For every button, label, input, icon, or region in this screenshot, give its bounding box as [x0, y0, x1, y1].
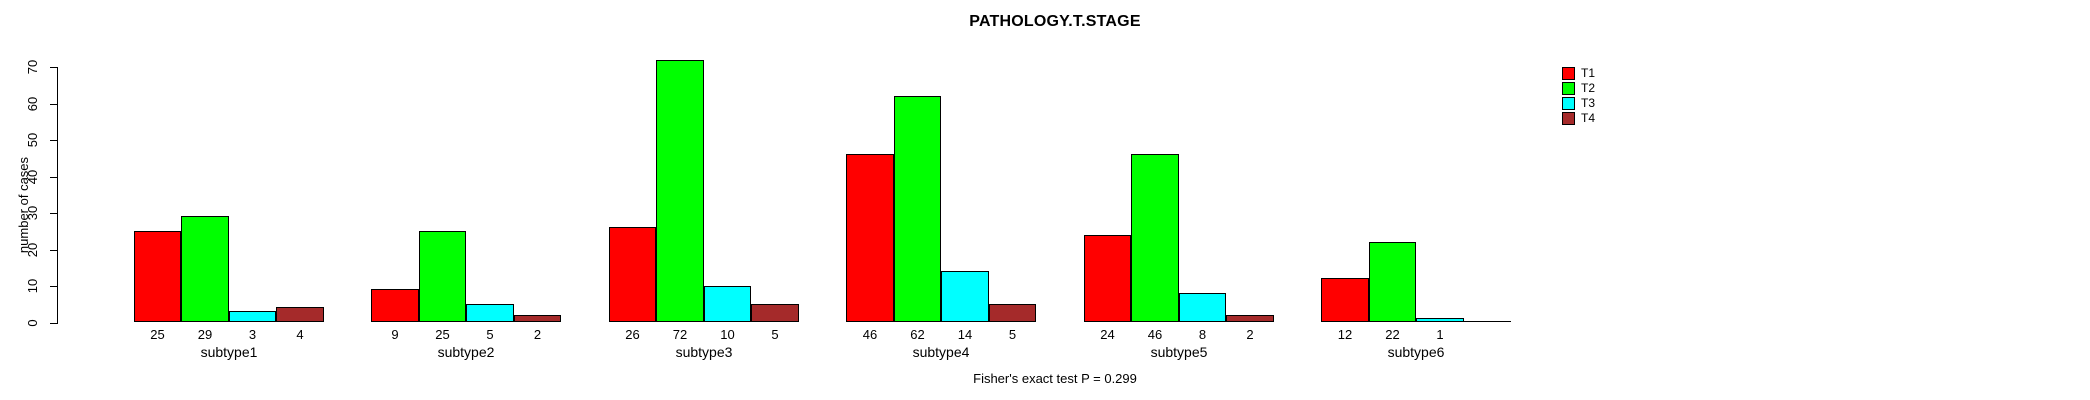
bar-T4-subtype6-zero-line — [1464, 321, 1511, 322]
y-tick-mark — [50, 323, 58, 324]
bar-T3-subtype4 — [941, 271, 989, 322]
y-tick-mark — [50, 177, 58, 178]
bar-T4-subtype2 — [514, 315, 561, 322]
x-category-label: subtype4 — [912, 344, 970, 360]
legend-swatch-T1 — [1562, 67, 1575, 80]
bar-value-label: 62 — [910, 327, 925, 342]
x-category-label: subtype5 — [1150, 344, 1208, 360]
bar-T3-subtype6 — [1416, 318, 1464, 322]
legend-label: T2 — [1581, 81, 1596, 95]
bar-value-label: 10 — [720, 327, 735, 342]
bar-T3-subtype5 — [1179, 293, 1226, 322]
bar-T1-subtype1 — [134, 231, 181, 322]
y-tick-label: 60 — [25, 96, 40, 112]
bar-value-label: 72 — [672, 327, 688, 342]
bar-T2-subtype2 — [419, 231, 466, 322]
legend-entry-T1: T1 — [1562, 66, 1595, 81]
bar-value-label: 22 — [1385, 327, 1400, 342]
bar-value-label: 24 — [1100, 327, 1115, 342]
y-tick-label: 50 — [25, 132, 40, 148]
y-tick-mark — [50, 213, 58, 214]
bar-value-label: 4 — [296, 327, 304, 342]
x-category-label: subtype3 — [675, 344, 733, 360]
legend-label: T4 — [1581, 111, 1596, 125]
bar-T1-subtype3 — [609, 227, 656, 322]
bar-value-label: 2 — [1246, 327, 1254, 342]
x-category-label: subtype6 — [1387, 344, 1445, 360]
bar-T2-subtype1 — [181, 216, 229, 322]
bar-T2-subtype3 — [656, 60, 704, 322]
y-tick-label: 20 — [25, 242, 40, 258]
y-tick-label: 70 — [25, 59, 40, 75]
bar-T2-subtype5 — [1131, 154, 1179, 322]
chart-title: PATHOLOGY.T.STAGE — [969, 13, 1141, 30]
y-axis-line — [57, 67, 58, 323]
bar-value-label: 5 — [1008, 327, 1017, 342]
y-tick-mark — [50, 286, 58, 287]
bar-value-label: 26 — [625, 327, 640, 342]
caption: Fisher's exact test P = 0.299 — [973, 371, 1137, 386]
bar-T3-subtype3 — [704, 286, 751, 322]
bar-value-label: 3 — [248, 327, 257, 342]
bar-value-label: 5 — [486, 327, 494, 342]
bar-value-label: 25 — [435, 327, 450, 342]
y-tick-mark — [50, 250, 58, 251]
bar-T4-subtype5 — [1226, 315, 1274, 322]
y-tick-mark — [50, 104, 58, 105]
bar-T4-subtype1 — [276, 307, 324, 322]
legend-swatch-T2 — [1562, 82, 1575, 95]
y-tick-label: 10 — [25, 278, 40, 294]
legend-swatch-T4 — [1562, 112, 1575, 125]
bar-T4-subtype3 — [751, 304, 799, 322]
bar-value-label: 1 — [1436, 327, 1444, 342]
bar-value-label: 2 — [533, 327, 542, 342]
bar-T2-subtype4 — [894, 96, 941, 322]
bar-T1-subtype2 — [371, 289, 419, 322]
x-category-label: subtype1 — [200, 344, 258, 360]
x-category-label: subtype2 — [437, 344, 495, 360]
y-tick-label: 0 — [25, 319, 40, 327]
y-tick-label: 30 — [25, 205, 40, 221]
legend-label: T3 — [1581, 96, 1596, 110]
bar-T3-subtype2 — [466, 304, 514, 322]
bar-value-label: 8 — [1198, 327, 1207, 342]
bar-T3-subtype1 — [229, 311, 276, 322]
bar-T1-subtype5 — [1084, 235, 1131, 322]
y-tick-mark — [50, 140, 58, 141]
legend-entry-T3: T3 — [1562, 96, 1595, 111]
legend-swatch-T3 — [1562, 97, 1575, 110]
bar-value-label: 14 — [957, 327, 973, 342]
bar-value-label: 46 — [862, 327, 878, 342]
bar-value-label: 9 — [391, 327, 399, 342]
bar-T4-subtype4 — [989, 304, 1036, 322]
legend: T1 T2 T3 T4 — [1562, 66, 1595, 126]
bar-T2-subtype6 — [1369, 242, 1416, 322]
bar-value-label: 12 — [1337, 327, 1353, 342]
bar-T1-subtype6 — [1321, 278, 1369, 322]
bar-value-label: 29 — [197, 327, 213, 342]
y-tick-mark — [50, 67, 58, 68]
legend-label: T1 — [1581, 66, 1596, 80]
bar-T1-subtype4 — [846, 154, 894, 322]
bar-value-label: 5 — [771, 327, 779, 342]
legend-entry-T2: T2 — [1562, 81, 1595, 96]
y-tick-label: 40 — [25, 169, 40, 185]
bar-value-label: 46 — [1147, 327, 1163, 342]
bar-value-label: 25 — [150, 327, 165, 342]
legend-entry-T4: T4 — [1562, 111, 1595, 126]
